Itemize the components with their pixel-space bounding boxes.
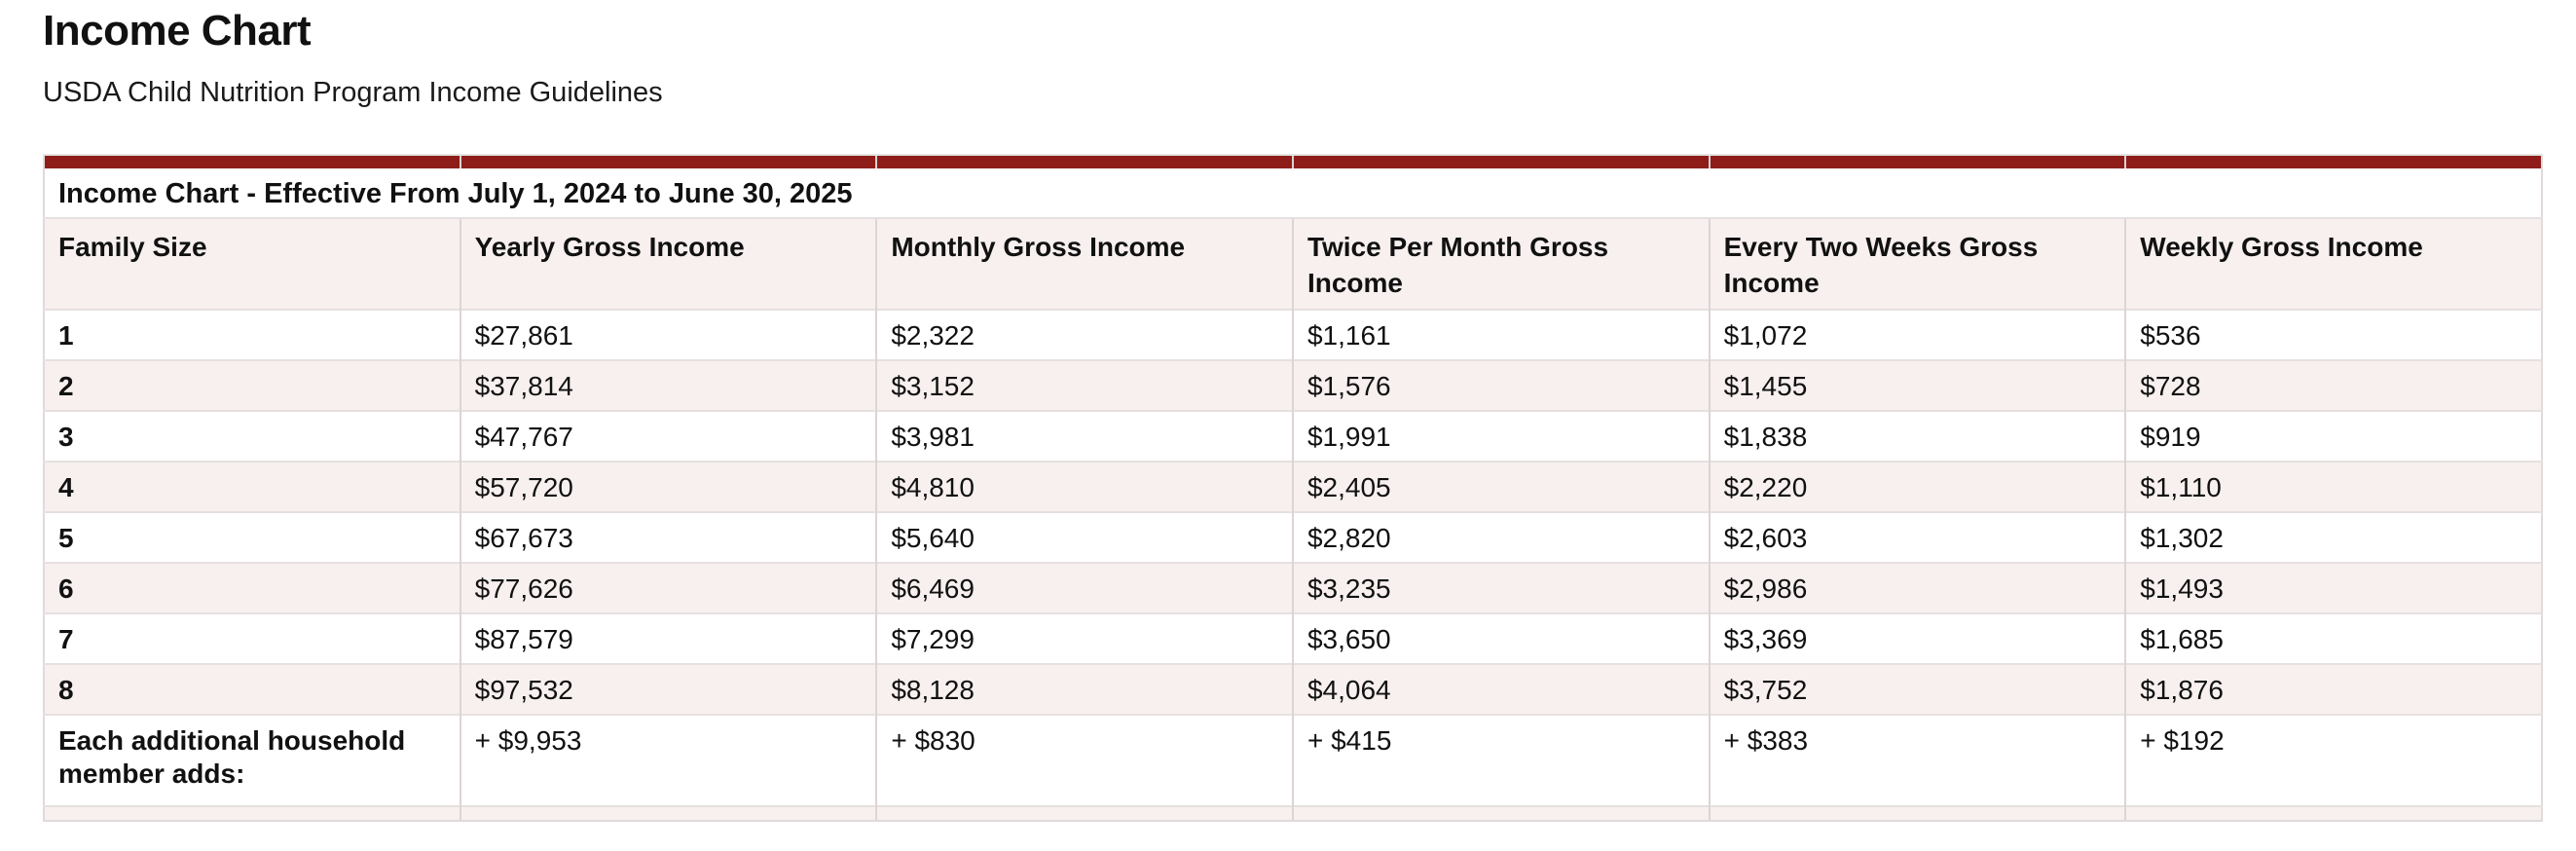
income-value-cell: $5,640 <box>875 511 1293 563</box>
income-value-cell: $1,493 <box>2124 562 2542 613</box>
income-value-cell: $1,072 <box>1708 309 2126 360</box>
income-value-cell: $4,810 <box>875 461 1293 512</box>
family-size-cell: 8 <box>44 663 460 715</box>
income-value-cell: $3,152 <box>875 359 1293 411</box>
clipped-bottom-row <box>44 805 2542 822</box>
income-value-cell: $87,579 <box>459 612 877 664</box>
income-value-cell: $4,064 <box>1291 663 1710 715</box>
family-size-cell: 3 <box>44 410 460 462</box>
accent-bar-segment <box>2124 154 2542 168</box>
clipped-cell <box>1708 805 2126 822</box>
family-size-cell: 1 <box>44 309 460 360</box>
accent-bar-row <box>44 154 2542 168</box>
income-value-cell: + $830 <box>875 714 1293 806</box>
page-subtitle: USDA Child Nutrition Program Income Guid… <box>43 77 663 108</box>
table-row: 4 $57,720 $4,810 $2,405 $2,220 $1,110 <box>44 461 2542 512</box>
income-value-cell: $1,685 <box>2124 612 2542 664</box>
column-header: Twice Per Month Gross Income <box>1291 217 1710 310</box>
income-value-cell: $6,469 <box>875 562 1293 613</box>
table-caption: Income Chart - Effective From July 1, 20… <box>44 168 2542 218</box>
income-value-cell: $1,991 <box>1291 410 1710 462</box>
table-row: 2 $37,814 $3,152 $1,576 $1,455 $728 <box>44 359 2542 411</box>
column-header: Monthly Gross Income <box>875 217 1293 310</box>
income-value-cell: + $9,953 <box>459 714 877 806</box>
income-value-cell: $1,576 <box>1291 359 1710 411</box>
income-guidelines-table: Income Chart - Effective From July 1, 20… <box>43 154 2543 822</box>
income-value-cell: $8,128 <box>875 663 1293 715</box>
table-row: Each additional household member adds: + … <box>44 714 2542 806</box>
table-row: 6 $77,626 $6,469 $3,235 $2,986 $1,493 <box>44 562 2542 613</box>
family-size-cell: 2 <box>44 359 460 411</box>
income-value-cell: $7,299 <box>875 612 1293 664</box>
income-value-cell: + $192 <box>2124 714 2542 806</box>
income-value-cell: $3,235 <box>1291 562 1710 613</box>
accent-bar-segment <box>459 154 877 168</box>
income-value-cell: $1,455 <box>1708 359 2126 411</box>
table-row: 8 $97,532 $8,128 $4,064 $3,752 $1,876 <box>44 663 2542 715</box>
clipped-cell <box>1291 805 1710 822</box>
income-value-cell: $37,814 <box>459 359 877 411</box>
income-value-cell: $3,650 <box>1291 612 1710 664</box>
income-value-cell: $3,981 <box>875 410 1293 462</box>
accent-bar-segment <box>875 154 1293 168</box>
income-value-cell: $2,820 <box>1291 511 1710 563</box>
income-value-cell: $728 <box>2124 359 2542 411</box>
income-value-cell: $97,532 <box>459 663 877 715</box>
income-value-cell: $1,838 <box>1708 410 2126 462</box>
clipped-cell <box>2124 805 2542 822</box>
column-header: Every Two Weeks Gross Income <box>1708 217 2126 310</box>
income-value-cell: $2,603 <box>1708 511 2126 563</box>
clipped-cell <box>459 805 877 822</box>
family-size-cell: 5 <box>44 511 460 563</box>
income-value-cell: $3,752 <box>1708 663 2126 715</box>
income-value-cell: + $415 <box>1291 714 1710 806</box>
clipped-cell <box>875 805 1293 822</box>
accent-bar-segment <box>1708 154 2126 168</box>
family-size-cell: 7 <box>44 612 460 664</box>
family-size-cell: 6 <box>44 562 460 613</box>
income-value-cell: $77,626 <box>459 562 877 613</box>
page-title: Income Chart <box>43 7 312 55</box>
family-size-cell: Each additional household member adds: <box>44 714 460 806</box>
income-value-cell: $536 <box>2124 309 2542 360</box>
income-value-cell: $57,720 <box>459 461 877 512</box>
table-row: 5 $67,673 $5,640 $2,820 $2,603 $1,302 <box>44 511 2542 563</box>
table-caption-row: Income Chart - Effective From July 1, 20… <box>44 168 2542 218</box>
income-value-cell: $2,986 <box>1708 562 2126 613</box>
accent-bar-segment <box>1291 154 1710 168</box>
income-value-cell: $2,405 <box>1291 461 1710 512</box>
income-value-cell: $1,876 <box>2124 663 2542 715</box>
income-value-cell: $67,673 <box>459 511 877 563</box>
table-row: 3 $47,767 $3,981 $1,991 $1,838 $919 <box>44 410 2542 462</box>
column-header: Family Size <box>44 217 460 310</box>
income-value-cell: $1,161 <box>1291 309 1710 360</box>
income-value-cell: + $383 <box>1708 714 2126 806</box>
page: Income Chart USDA Child Nutrition Progra… <box>43 7 2543 822</box>
column-header: Yearly Gross Income <box>459 217 877 310</box>
income-value-cell: $3,369 <box>1708 612 2126 664</box>
income-value-cell: $2,322 <box>875 309 1293 360</box>
income-value-cell: $2,220 <box>1708 461 2126 512</box>
table-row: 1 $27,861 $2,322 $1,161 $1,072 $536 <box>44 309 2542 360</box>
table-row: 7 $87,579 $7,299 $3,650 $3,369 $1,685 <box>44 612 2542 664</box>
family-size-cell: 4 <box>44 461 460 512</box>
income-value-cell: $1,110 <box>2124 461 2542 512</box>
clipped-cell <box>44 805 460 822</box>
column-header: Weekly Gross Income <box>2124 217 2542 310</box>
accent-bar-segment <box>44 154 460 168</box>
column-header-row: Family Size Yearly Gross Income Monthly Gr… <box>44 217 2542 310</box>
income-value-cell: $1,302 <box>2124 511 2542 563</box>
income-value-cell: $919 <box>2124 410 2542 462</box>
income-value-cell: $27,861 <box>459 309 877 360</box>
income-value-cell: $47,767 <box>459 410 877 462</box>
